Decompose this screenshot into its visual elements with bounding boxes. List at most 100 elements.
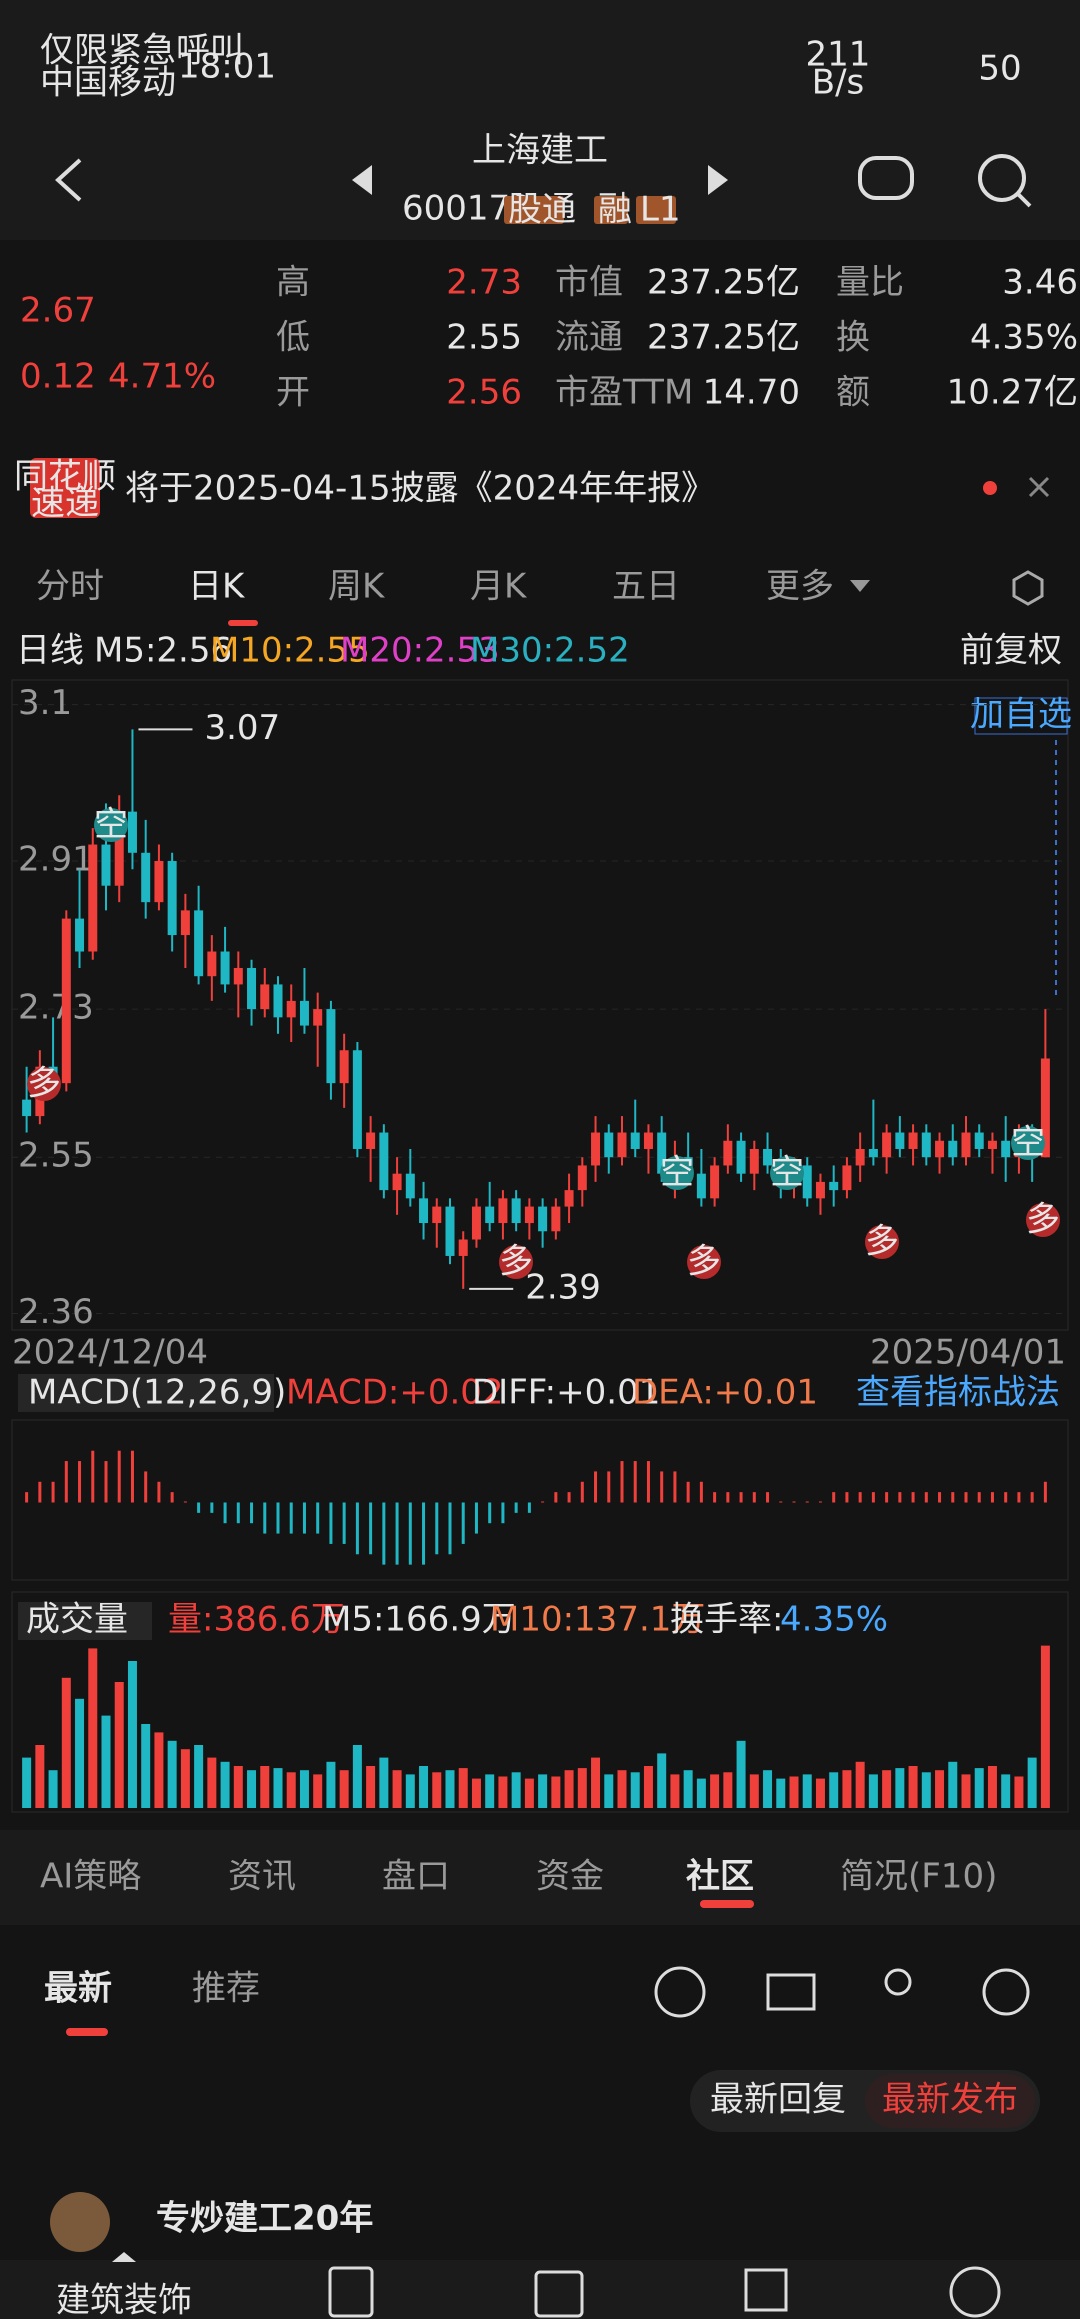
- sort[interactable]: 最新发布: [882, 2080, 1018, 2120]
- candle-body: [61, 918, 71, 1084]
- volume-bar: [247, 1770, 257, 1808]
- tag: [594, 196, 628, 224]
- sell-signal: 空: [660, 1153, 694, 1193]
- candle-body: [379, 1132, 389, 1191]
- y-tick-label: 3.1: [18, 683, 72, 723]
- settings[interactable]: [1012, 570, 1044, 606]
- candle-body: [154, 861, 164, 903]
- macd-value: MACD:+0.02: [286, 1373, 504, 1413]
- adjust: 前复权: [960, 631, 1062, 671]
- volume-bar: [379, 1757, 389, 1808]
- volume-frame: [11, 1591, 1069, 1813]
- refresh[interactable]: [982, 1968, 1030, 2016]
- section-tab[interactable]: 简况(F10): [840, 1857, 997, 1897]
- section-tab[interactable]: AI策略: [40, 1857, 141, 1897]
- volume-bar: [511, 1772, 521, 1808]
- notice: 将于2025-04-15披露《2024年年报》: [125, 469, 715, 509]
- section-tab[interactable]: 社区: [686, 1857, 754, 1897]
- date: 2025/04/01: [870, 1333, 1066, 1373]
- candle-body: [815, 1181, 825, 1199]
- tab-indicator: [66, 2028, 108, 2036]
- nav-icon[interactable]: [744, 2268, 788, 2312]
- sort-active: [865, 2074, 1035, 2128]
- section-tab[interactable]: 资讯: [228, 1857, 296, 1897]
- macd-frame: [11, 1419, 1069, 1581]
- candle-body: [445, 1206, 455, 1256]
- user[interactable]: [884, 1968, 912, 1996]
- close[interactable]: [1028, 476, 1050, 498]
- time: 18:01: [178, 47, 276, 87]
- candle-body: [736, 1140, 746, 1174]
- nav-icon[interactable]: [949, 2266, 1001, 2318]
- nav-icon[interactable]: [534, 2270, 584, 2318]
- prev[interactable]: [352, 165, 372, 195]
- change: 0.12: [20, 357, 96, 397]
- volume-bar: [683, 1770, 693, 1808]
- volume-bar: [1040, 1645, 1050, 1808]
- volume-bar: [419, 1766, 429, 1808]
- candle-body: [895, 1132, 905, 1149]
- candle-body: [643, 1132, 653, 1149]
- sort[interactable]: 最新回复: [710, 2080, 846, 2120]
- candle-body: [167, 861, 177, 936]
- volume-bar: [154, 1732, 164, 1808]
- volume-bar: [458, 1768, 468, 1808]
- add-watch[interactable]: [974, 697, 1068, 735]
- sell-signal: 空: [1011, 1123, 1045, 1163]
- volume-bar: [299, 1770, 309, 1808]
- buy-signal: 多: [27, 1064, 61, 1104]
- candle-body: [88, 844, 98, 952]
- volume-bar: [908, 1766, 918, 1808]
- volume-bar: [882, 1770, 892, 1808]
- icon[interactable]: [654, 1966, 706, 2018]
- volume-bar: [564, 1770, 574, 1808]
- stock-name: 上海建工: [472, 131, 608, 171]
- volume-bar: [313, 1774, 323, 1808]
- volume-bar: [220, 1761, 230, 1808]
- volume-bar: [577, 1768, 587, 1808]
- legend: 日线: [16, 631, 84, 671]
- turnover-label: 换手率:: [670, 1600, 783, 1640]
- next[interactable]: [708, 165, 728, 195]
- volume-select: [18, 1602, 152, 1640]
- nav-icon[interactable]: [328, 2266, 374, 2318]
- candle-body: [538, 1206, 548, 1232]
- back[interactable]: [55, 158, 82, 202]
- tab: 五日: [612, 567, 680, 607]
- section-bg: [0, 1830, 1080, 1925]
- candle-body: [233, 967, 243, 985]
- author: 专炒建工20年: [156, 2199, 373, 2239]
- stat-label: 流通: [555, 318, 623, 358]
- stat-label: 高: [276, 263, 310, 303]
- volume-bar: [432, 1772, 442, 1808]
- robot[interactable]: [858, 156, 914, 200]
- chart-frame: [11, 679, 1069, 1331]
- volume-bar: [604, 1774, 614, 1808]
- volume-bar: [763, 1770, 773, 1808]
- volume-bar: [538, 1774, 548, 1808]
- volume-bar: [114, 1682, 124, 1808]
- legend: M20:2.53: [340, 631, 500, 671]
- more-caret: [850, 580, 870, 592]
- sell-signal: [660, 1156, 694, 1190]
- tab: 月K: [470, 567, 528, 607]
- volume-m10: M10:137.1万: [490, 1600, 705, 1640]
- volume-bar: [167, 1740, 177, 1808]
- sell-signal: [94, 808, 128, 842]
- dot: [983, 481, 997, 495]
- community-tab[interactable]: 最新: [44, 1969, 112, 2009]
- community-tab[interactable]: 推荐: [192, 1969, 260, 2009]
- macd-link[interactable]: 查看指标战法: [856, 1373, 1060, 1413]
- section-tab[interactable]: 盘口: [382, 1857, 450, 1897]
- volume-bar: [22, 1757, 32, 1808]
- carrier: 仅限紧急呼叫: [40, 31, 244, 71]
- mail[interactable]: [766, 1973, 816, 2011]
- candle-body: [749, 1148, 759, 1174]
- stat-label: 额: [836, 373, 870, 413]
- volume-bar: [551, 1776, 561, 1808]
- section-tab[interactable]: 资金: [536, 1857, 604, 1897]
- candle-body: [75, 918, 85, 952]
- volume-bar: [657, 1753, 667, 1808]
- search[interactable]: [978, 154, 1026, 202]
